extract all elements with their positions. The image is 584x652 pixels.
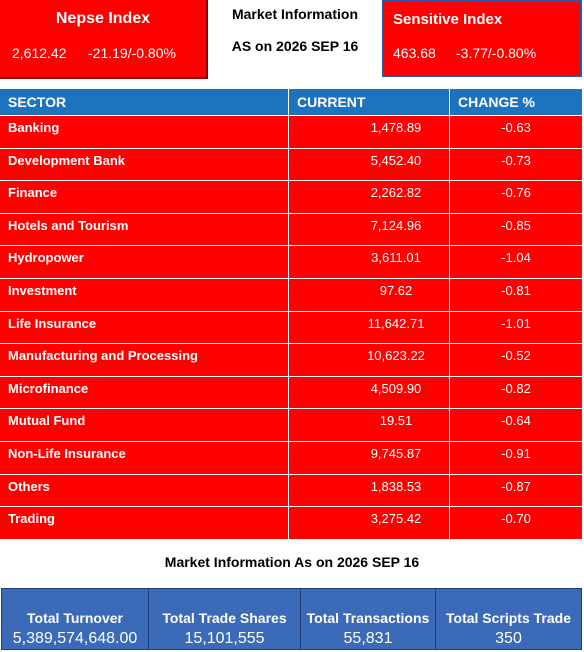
sector-name: Investment [0,279,289,312]
change-value: -0.63 [450,116,583,149]
change-value: -0.81 [450,279,583,312]
summary-title: Market Information As on 2026 SEP 16 [164,554,420,570]
sector-name: Hotels and Tourism [0,213,289,247]
sensitive-change: -3.77/-0.80% [456,45,537,61]
change-value: -0.91 [450,442,583,475]
column-header: CHANGE % [450,89,583,116]
current-value: 1,478.89 [289,116,450,149]
summary-label: Total Turnover [27,610,123,626]
change-value: -0.73 [450,148,583,182]
table-row: Hydropower 3,611.01 -1.04 [0,246,583,279]
change-value: -0.85 [450,213,583,247]
sector-name: Manufacturing and Processing [0,344,289,377]
change-value: -1.04 [450,246,583,279]
change-value: -0.87 [450,474,583,508]
header-row: SECTOR CURRENT CHANGE % [0,89,583,116]
current-value: 3,275.42 [289,507,450,540]
table-row: Life Insurance 11,642.71 -1.01 [0,311,583,345]
change-value: -0.52 [450,344,583,377]
current-value: 10,623.22 [289,344,450,377]
summary-item: Total Turnover 5,389,574,648.00 [2,589,149,649]
summary-value: 55,831 [343,630,393,647]
change-value: -0.82 [450,376,583,410]
change-value: -1.01 [450,311,583,345]
nepse-value: 2,612.42 [12,45,67,61]
nepse-change: -21.19/-0.80% [88,45,176,61]
table-row: Microfinance 4,509.90 -0.82 [0,376,583,410]
table-row: Non-Life Insurance 9,745.87 -0.91 [0,442,583,475]
sector-name: Non-Life Insurance [0,442,289,475]
current-value: 7,124.96 [289,213,450,247]
current-value: 97.62 [289,279,450,312]
summary-value: 5,389,574,648.00 [12,630,138,647]
table-row: Manufacturing and Processing 10,623.22 -0.… [0,344,583,377]
change-value: -0.76 [450,181,583,214]
table-row: Others 1,838.53 -0.87 [0,474,583,508]
change-value: -0.70 [450,507,583,540]
market-info-title: Market Information [231,6,358,22]
summary-label: Total Scripts Trade [446,610,571,626]
current-value: 3,611.01 [289,246,450,279]
change-value: -0.64 [450,409,583,442]
sensitive-index-box: Sensitive Index 463.68 -3.77/-0.80% [382,0,582,77]
summary-value: 350 [495,630,522,647]
summary-box: Total Turnover 5,389,574,648.00 Total Trad… [1,588,582,650]
sector-name: Others [0,474,289,508]
sector-name: Life Insurance [0,311,289,345]
table-row: Investment 97.62 -0.81 [0,279,583,312]
table-row: Finance 2,262.82 -0.76 [0,181,583,214]
summary-item: Total Trade Shares 15,101,555 [149,589,301,649]
table-row: Banking 1,478.89 -0.63 [0,116,583,149]
table-row: Hotels and Tourism 7,124.96 -0.85 [0,213,583,247]
table-row: Development Bank 5,452.40 -0.73 [0,148,583,182]
summary-item: Total Scripts Trade 350 [436,589,581,649]
sector-name: Mutual Fund [0,409,289,442]
summary-label: Total Trade Shares [162,610,287,626]
sector-name: Microfinance [0,376,289,410]
column-header: SECTOR [0,89,289,116]
sector-name: Hydropower [0,246,289,279]
current-value: 4,509.90 [289,376,450,410]
table-row: Trading 3,275.42 -0.70 [0,507,583,540]
current-value: 2,262.82 [289,181,450,214]
market-info-date: AS on 2026 SEP 16 [231,38,359,54]
current-value: 9,745.87 [289,442,450,475]
column-header: CURRENT [289,89,450,116]
table-row: Mutual Fund 19.51 -0.64 [0,409,583,442]
nepse-title: Nepse Index [55,10,151,27]
current-value: 11,642.71 [289,311,450,345]
sector-name: Trading [0,507,289,540]
summary-value: 15,101,555 [184,630,265,647]
sector-name: Finance [0,181,289,214]
nepse-index-box: Nepse Index 2,612.42 -21.19/-0.80% [0,0,208,79]
summary-item: Total Transactions 55,831 [301,589,436,649]
current-value: 5,452.40 [289,148,450,182]
current-value: 1,838.53 [289,474,450,508]
current-value: 19.51 [289,409,450,442]
summary-label: Total Transactions [306,610,430,626]
sensitive-title: Sensitive Index [393,11,503,28]
sector-name: Development Bank [0,148,289,182]
sector-name: Banking [0,116,289,149]
sensitive-value: 463.68 [393,45,436,61]
